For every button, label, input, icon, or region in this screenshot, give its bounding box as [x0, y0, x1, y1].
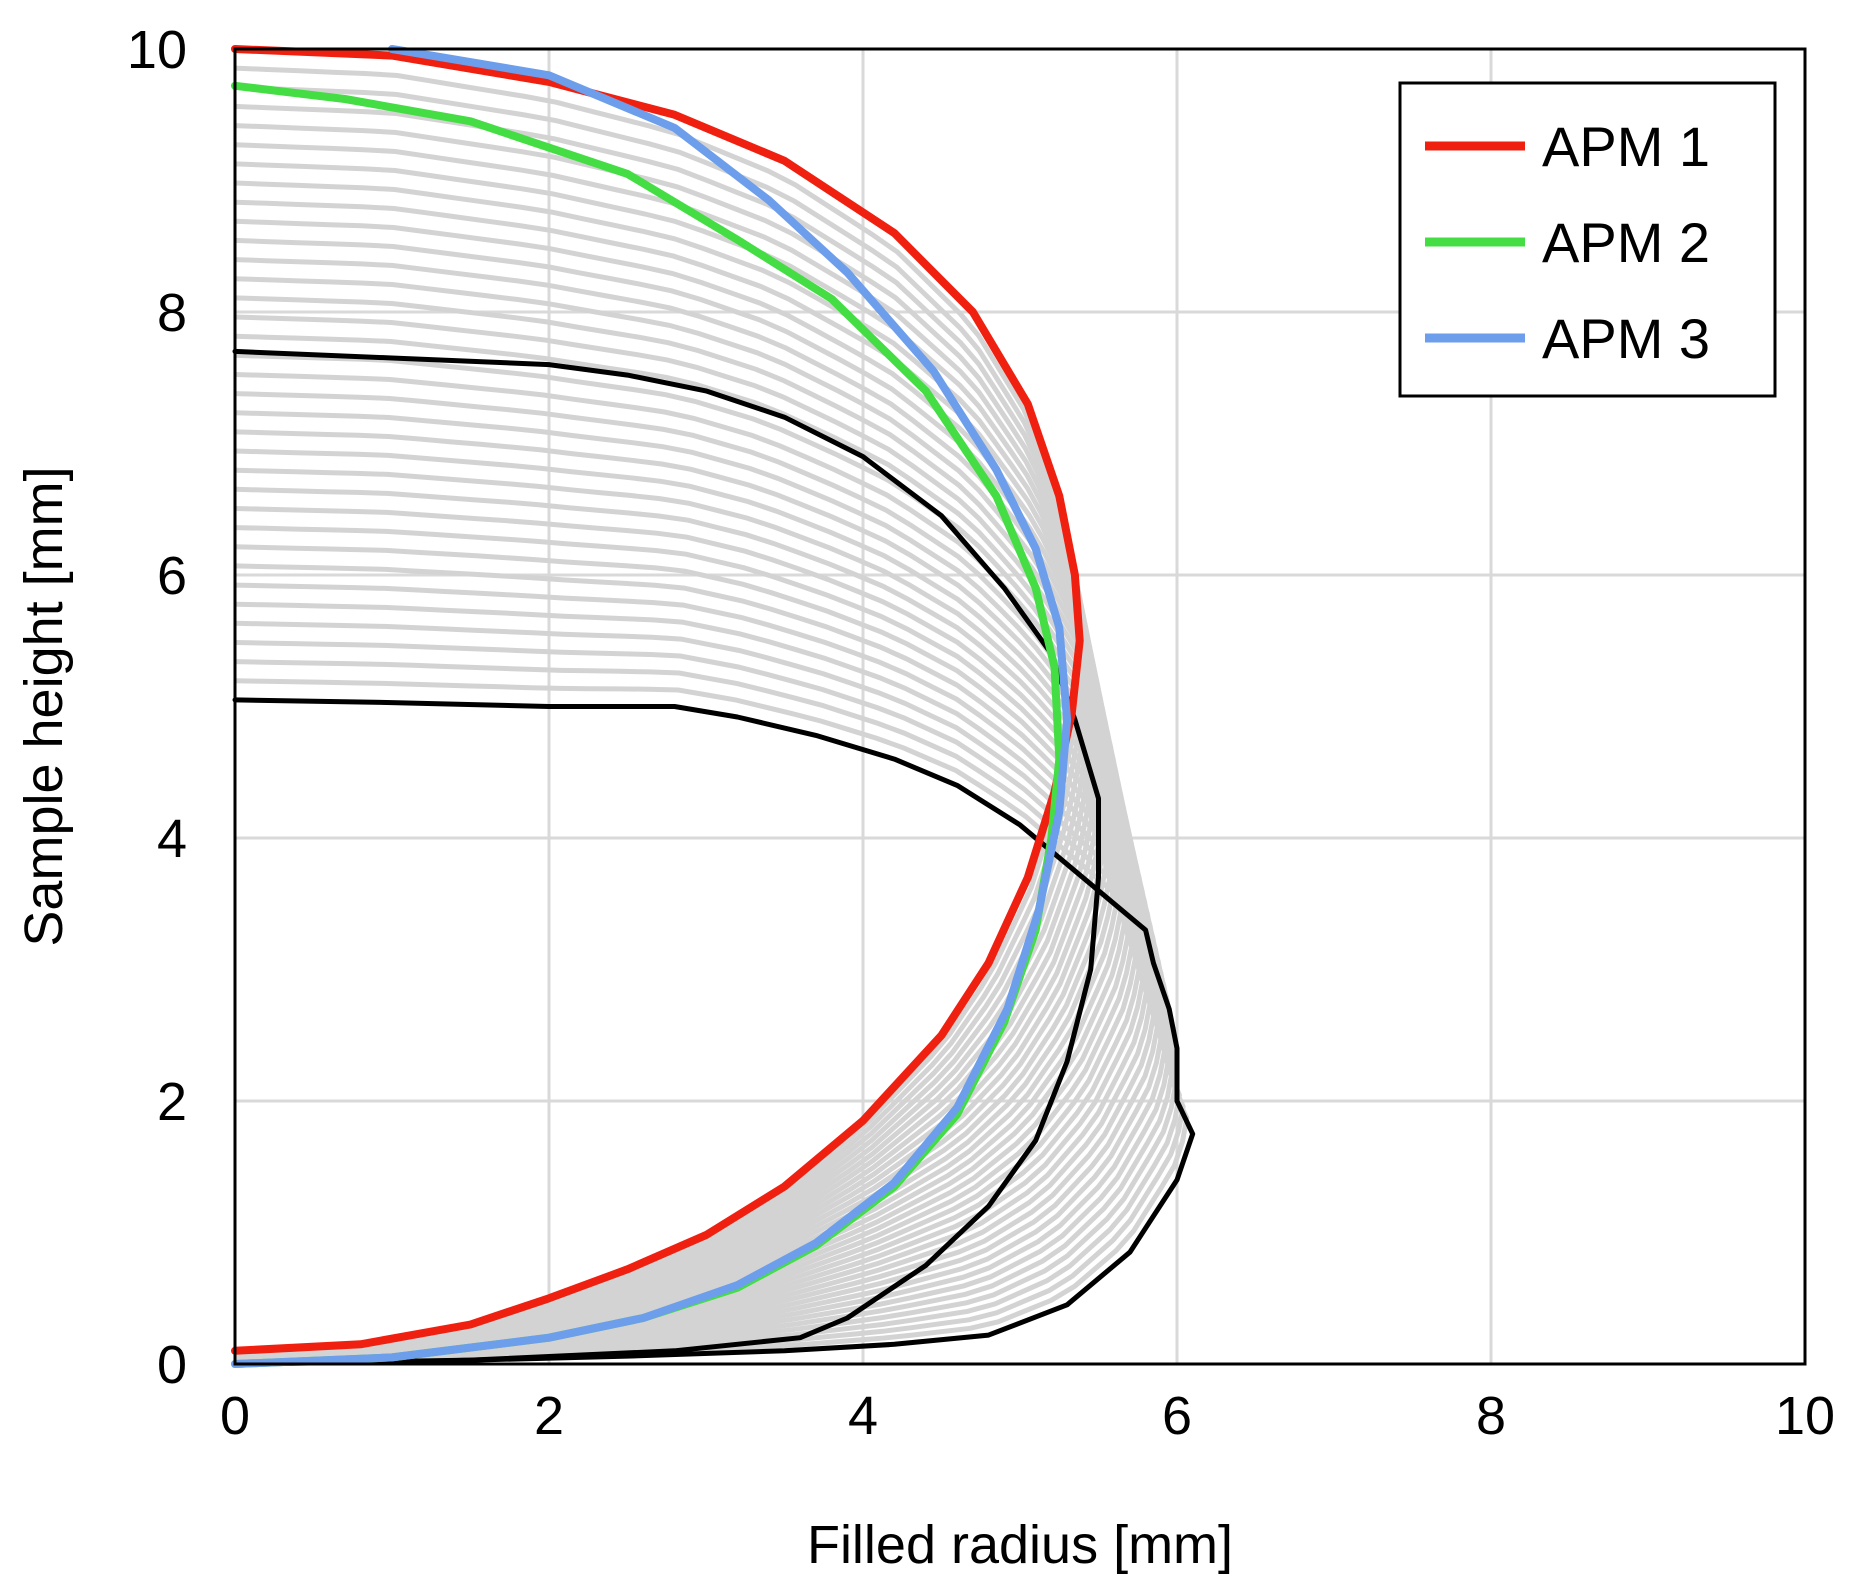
x-axis-title: Filled radius [mm] — [807, 1515, 1233, 1575]
intermediate-profile-19 — [234, 410, 1138, 1361]
legend-label-2: APM 2 — [1542, 211, 1710, 274]
legend-label-3: APM 3 — [1542, 307, 1710, 370]
series-line-upper-boundary — [232, 348, 1101, 1367]
y-tick-label: 0 — [157, 1335, 187, 1395]
x-tick-label: 2 — [534, 1386, 564, 1446]
intermediate-profile-25 — [234, 525, 1160, 1363]
y-tick-label: 8 — [157, 283, 187, 343]
y-tick-label: 2 — [157, 1072, 187, 1132]
plot-frame — [233, 47, 1807, 1366]
y-axis-title: Sample height [mm] — [14, 466, 74, 946]
legend-label-1: APM 1 — [1542, 115, 1710, 178]
intermediate-profile-26 — [234, 544, 1164, 1364]
x-tick-label: 4 — [848, 1386, 878, 1446]
intermediate-profile-30 — [234, 620, 1179, 1365]
series-line-apm-3 — [231, 45, 1072, 1368]
intermediate-profile-23 — [234, 486, 1153, 1363]
intermediate-profile-27 — [234, 563, 1168, 1364]
x-tick-label: 0 — [220, 1386, 250, 1446]
x-tick-label: 8 — [1476, 1386, 1506, 1446]
intermediate-profile-24 — [234, 506, 1157, 1363]
series-line-lower-boundary — [232, 697, 1196, 1367]
x-tick-label: 10 — [1775, 1386, 1835, 1446]
y-tick-labels: 0 2 4 6 8 10 — [127, 20, 187, 1395]
series-lines — [231, 45, 1196, 1368]
x-tick-labels: 0 2 4 6 8 10 — [220, 1386, 1835, 1446]
y-tick-label: 10 — [127, 20, 187, 80]
intermediate-profile-29 — [234, 601, 1175, 1365]
x-tick-label: 6 — [1162, 1386, 1192, 1446]
legend: APM 1 APM 2 APM 3 — [1398, 81, 1777, 398]
intermediate-profile-28 — [234, 582, 1171, 1365]
y-tick-label: 6 — [157, 546, 187, 606]
intermediate-profile-31 — [234, 640, 1182, 1366]
y-tick-label: 4 — [157, 809, 187, 869]
